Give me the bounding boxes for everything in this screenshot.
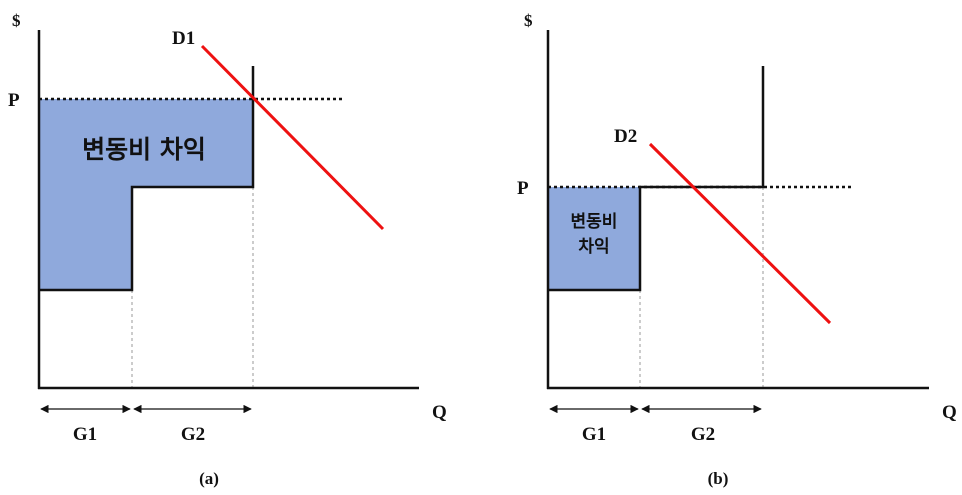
- panel-a-price-label: P: [8, 90, 20, 111]
- panel-b-demand-line: [648, 142, 832, 325]
- panel-a-g1-label: G1: [73, 424, 97, 445]
- panel-a-demand-label: D1: [172, 28, 195, 49]
- panel-b-demand-label: D2: [614, 126, 637, 147]
- panel-b-area-label-line1: 변동비: [571, 212, 618, 232]
- panel-a-demand-line: [200, 44, 385, 231]
- panel-a-x-axis-label: Q: [432, 402, 447, 423]
- panel-a: $ Q P D1 변동비 차익 G1 G2 (a): [8, 11, 447, 488]
- panel-b-x-axis-label: Q: [942, 402, 957, 423]
- panel-b-g2-label: G2: [691, 424, 715, 445]
- panel-a-caption: (a): [199, 469, 219, 488]
- panel-a-margin-area: [39, 99, 253, 290]
- panel-b-g1-label: G1: [582, 424, 606, 445]
- panel-a-supply-curve: [39, 66, 255, 292]
- panel-b-price-label: P: [517, 178, 529, 199]
- panel-a-y-axis-label: $: [12, 11, 21, 30]
- panel-b-y-axis-label: $: [524, 11, 533, 30]
- panel-b-caption: (b): [708, 469, 729, 488]
- panel-b: $ Q P D2 변동비 차익 G1 G2 (b): [517, 11, 957, 488]
- panel-a-g2-label: G2: [181, 424, 205, 445]
- panel-b-supply-curve: [548, 66, 765, 292]
- panel-a-area-label: 변동비 차익: [82, 135, 206, 164]
- panel-b-margin-area: [548, 187, 640, 290]
- panel-b-area-label-line2: 차익: [578, 237, 609, 257]
